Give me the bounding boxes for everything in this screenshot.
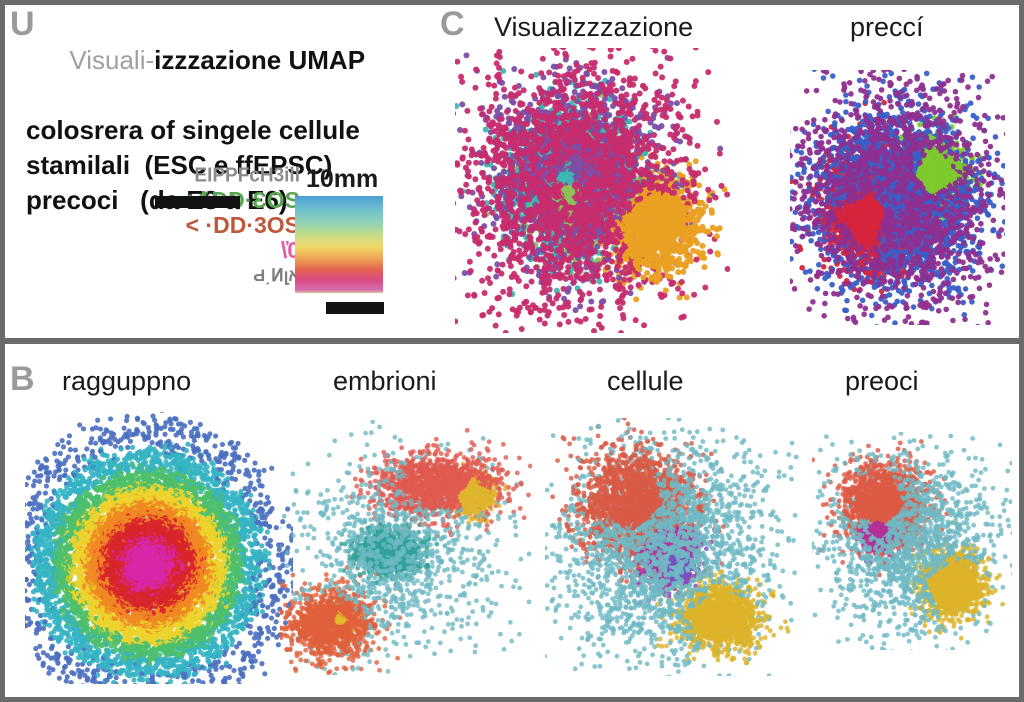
plot-title-b-1: embrioni: [333, 366, 437, 396]
panel-label-c: C: [440, 5, 465, 43]
panel-a-legend: EIPPFcH3ill < ƛDD·ƐOS < ·DD·3OS \҆0 Ԁ͵Ͷլ…: [140, 163, 300, 288]
panel-label-a: U: [10, 5, 35, 43]
panel-a-title-block: Visuali-izzzazione UMAP colosrera of sin…: [26, 8, 426, 218]
frame-top-border: [0, 0, 1024, 5]
legend-item-3: \҆0: [280, 237, 300, 263]
colorbar-gradient: [295, 196, 383, 293]
frame-bottom-border: [0, 697, 1024, 702]
plot-title-b-3: preoci: [845, 366, 919, 396]
legend-item-0: EIPPFcH3ill: [194, 164, 300, 187]
scatter-plot-b-2: [545, 418, 800, 676]
title-line-3: stamilali (ESC e ffEPSC): [26, 150, 333, 180]
scatter-plot-b-3: [812, 432, 1012, 650]
legend-item-2: < ·DD·3OS: [185, 212, 300, 238]
plot-title-c-0: Visualizzzazione: [494, 12, 694, 42]
frame-right-border: [1019, 0, 1024, 702]
frame-left-border: [0, 0, 5, 702]
legend-item-4: Ԁ͵Ͷլא: [253, 266, 300, 285]
plot-title-b-0: ragguppno: [62, 366, 192, 396]
scatter-plot-c-0: [455, 48, 730, 333]
title-line-2: colosrera of singele cellule: [26, 115, 360, 145]
scatter-plot-b-0: [25, 412, 293, 684]
title-line-0: Visuali-: [69, 45, 155, 75]
plot-title-c-1: preccí: [850, 12, 924, 42]
panel-divider: [0, 338, 1024, 344]
title-line-1: izzzazione UMAP: [154, 45, 366, 75]
scatter-plot-c-1: [790, 70, 1005, 325]
scatter-plot-b-1: [280, 420, 532, 675]
plot-title-b-2: cellule: [607, 366, 684, 396]
colorbar-scale-bar: [326, 302, 384, 314]
colorbar-label: 10mm: [306, 165, 379, 193]
panel-label-b: B: [10, 360, 35, 398]
legend-scale-bar: [155, 196, 240, 208]
